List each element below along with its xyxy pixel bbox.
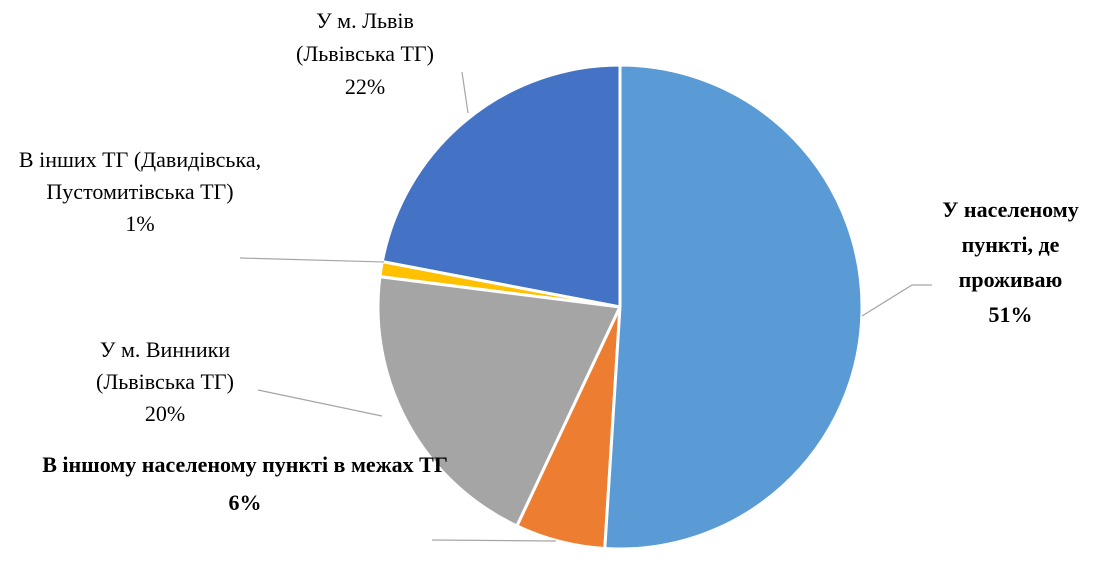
leader-line xyxy=(861,284,932,317)
label-percent: 6% xyxy=(228,490,262,515)
pie-slice xyxy=(380,63,622,309)
leader-line xyxy=(431,539,557,542)
leader-line xyxy=(257,389,383,417)
label-percent: 51% xyxy=(988,302,1033,327)
label-percent: 1% xyxy=(125,211,155,236)
data-label: У населеному пункті, де проживаю 51% xyxy=(918,192,1103,332)
label-category: В інших ТГ (Давидівська, Пустомитівська … xyxy=(18,147,262,204)
label-category: У м. Винники (Львівська ТГ) xyxy=(96,337,234,394)
pie-slice xyxy=(603,63,864,551)
label-category: У м. Львів (Львівська ТГ) xyxy=(296,8,434,66)
label-category: В іншому населеному пункті в межах ТГ xyxy=(42,452,448,477)
label-percent: 22% xyxy=(344,74,386,99)
data-label: У м. Львів (Львівська ТГ) 22% xyxy=(270,4,460,103)
leader-line xyxy=(239,257,385,263)
leader-line xyxy=(461,71,469,114)
data-label: У м. Винники (Львівська ТГ) 20% xyxy=(70,334,260,430)
label-category: У населеному пункті, де проживаю xyxy=(942,197,1079,292)
data-label: В інших ТГ (Давидівська, Пустомитівська … xyxy=(15,144,265,240)
label-percent: 20% xyxy=(144,401,186,426)
pie-slice xyxy=(376,274,623,528)
data-label: В іншому населеному пункті в межах ТГ 6% xyxy=(25,446,465,522)
